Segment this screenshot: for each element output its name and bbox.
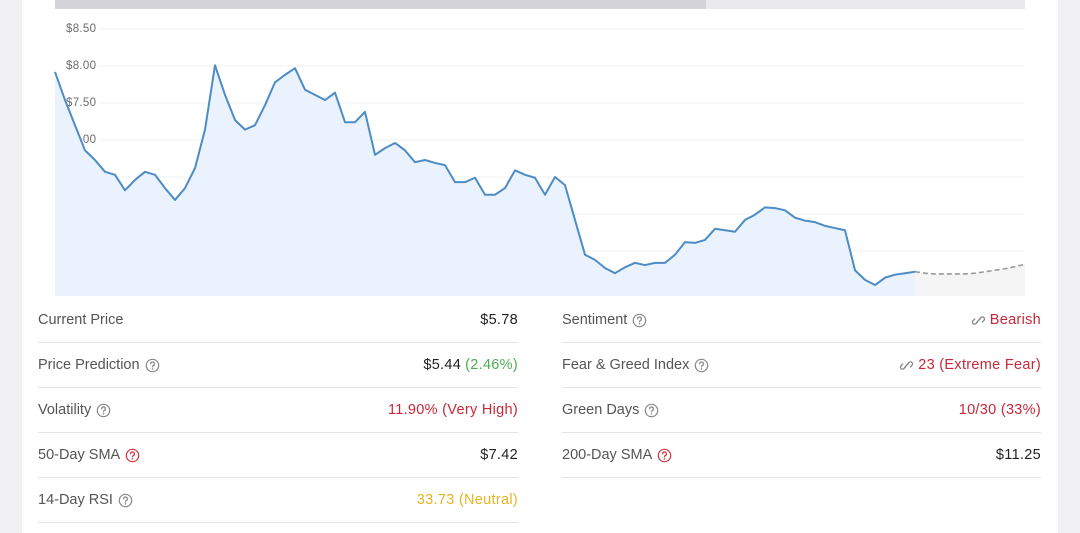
- help-icon[interactable]: [657, 448, 672, 463]
- stat-row: Sentiment Bearish: [562, 298, 1041, 343]
- stat-label-text: Sentiment: [562, 312, 628, 328]
- stat-value: 23 (Extreme Fear): [899, 357, 1041, 373]
- stat-value-text: $5.78: [480, 312, 518, 328]
- stat-label-text: Green Days: [562, 402, 640, 418]
- stat-label: Volatility: [38, 402, 111, 418]
- range-slider-handle[interactable]: [55, 0, 706, 9]
- stat-value-text: Bearish: [989, 312, 1041, 328]
- stat-value: 11.90% (Very High): [388, 402, 518, 418]
- y-tick-label: $8.00: [66, 60, 96, 72]
- stat-value-text: (2.46%): [465, 357, 518, 373]
- stat-label-text: Volatility: [38, 402, 92, 418]
- stat-label-text: Fear & Greed Index: [562, 357, 690, 373]
- y-tick-label: $8.50: [66, 23, 96, 35]
- help-icon[interactable]: [145, 358, 160, 373]
- stat-value: 33.73 (Neutral): [417, 492, 518, 508]
- stat-label: 50-Day SMA: [38, 447, 140, 463]
- stat-row: 50-Day SMA $7.42: [38, 433, 518, 478]
- stat-label-text: Current Price: [38, 312, 124, 328]
- help-icon[interactable]: [96, 403, 111, 418]
- series-line: [54, 64, 916, 287]
- stat-label: Fear & Greed Index: [562, 357, 709, 373]
- stat-value-text: $11.25: [995, 447, 1041, 463]
- stat-row: 14-Day RSI 33.73 (Neutral): [38, 478, 518, 523]
- stat-label: Price Prediction: [38, 357, 160, 373]
- help-icon[interactable]: [125, 448, 140, 463]
- stat-label: 14-Day RSI: [38, 492, 133, 508]
- stat-value: $7.42: [480, 447, 518, 463]
- link-icon[interactable]: [971, 313, 986, 328]
- help-icon[interactable]: [632, 313, 647, 328]
- stats-left: Current Price $5.78 Price Prediction $5.44(…: [38, 298, 518, 523]
- stat-row: Fear & Greed Index 23 (Extreme Fear): [562, 343, 1041, 388]
- stat-label: 200-Day SMA: [562, 447, 672, 463]
- stat-label: Sentiment: [562, 312, 647, 328]
- stats-right: Sentiment Bearish Fear & Greed Index 23 (Ex…: [562, 298, 1041, 478]
- stat-label-text: 14-Day RSI: [38, 492, 113, 508]
- series-area: [55, 65, 915, 296]
- stat-value: $5.78: [480, 312, 518, 328]
- link-icon[interactable]: [899, 358, 914, 373]
- stat-value-text: $7.42: [480, 447, 518, 463]
- stat-value: $5.44 (2.46%): [423, 357, 518, 373]
- stat-label-text: 50-Day SMA: [38, 447, 121, 463]
- stat-label: Current Price: [38, 312, 123, 328]
- series-area: [915, 264, 1025, 296]
- stat-label-text: Price Prediction: [38, 357, 140, 373]
- price-chart: $8.50$8.00$7.50$7.00$6.50$6.00$5.50$5.00: [54, 0, 1026, 296]
- stat-value-text: 11.90% (Very High): [387, 402, 518, 418]
- stat-value: 10/30 (33%): [959, 402, 1041, 418]
- stat-value-text: 23 (Extreme Fear): [918, 357, 1041, 373]
- stat-row: Price Prediction $5.44 (2.46%): [38, 343, 518, 388]
- stat-value-text: $5.44: [423, 357, 462, 373]
- help-icon[interactable]: [644, 403, 659, 418]
- stat-value-text: 33.73 (Neutral): [416, 492, 518, 508]
- stat-row: Current Price $5.78: [38, 298, 518, 343]
- stat-value-text: 10/30 (33%): [958, 402, 1041, 418]
- stat-label-text: 200-Day SMA: [562, 447, 653, 463]
- stat-row: Green Days 10/30 (33%): [562, 388, 1041, 433]
- help-icon[interactable]: [118, 493, 133, 508]
- series-line: [914, 263, 1026, 275]
- stat-row: 200-Day SMA $11.25: [562, 433, 1041, 478]
- stat-row: Volatility 11.90% (Very High): [38, 388, 518, 433]
- y-tick-label: $7.50: [66, 97, 96, 109]
- help-icon[interactable]: [694, 358, 709, 373]
- stat-label: Green Days: [562, 402, 659, 418]
- stat-value: $11.25: [996, 447, 1041, 463]
- stat-value: Bearish: [971, 312, 1041, 328]
